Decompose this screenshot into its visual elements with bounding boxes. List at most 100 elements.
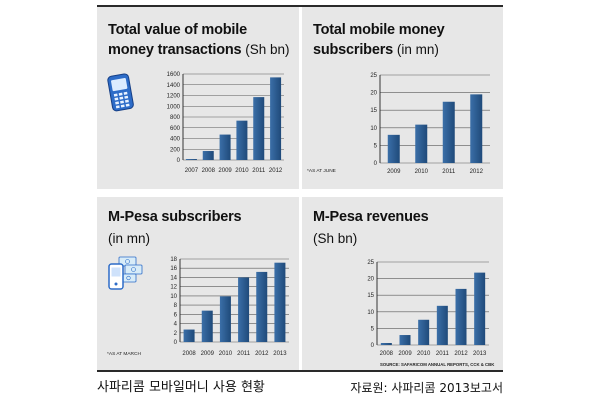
x-tick-label: 2013 [273, 351, 287, 357]
top-rule [97, 5, 503, 7]
y-tick-label: 10 [367, 310, 374, 316]
x-tick-label: 2012 [269, 168, 283, 174]
x-tick-label: 2010 [219, 351, 233, 357]
plot-3: 0 5 10 15 20 25 2008 2009 2010 2011 2012 2013 [367, 260, 489, 357]
bar-2011 [238, 277, 250, 342]
y-tick-label: 18 [170, 257, 177, 263]
y-tick-label: 1600 [167, 72, 181, 78]
y-tick-label: 600 [170, 126, 181, 132]
y-tick-label: 5 [374, 143, 378, 149]
y-tick-label: 25 [370, 73, 377, 79]
title-unit: (Sh bn) [245, 42, 290, 57]
title-text: subscribers [313, 42, 394, 58]
x-tick-label: 2009 [218, 168, 232, 174]
plot-2: 0 2 4 6 8 10 12 14 16 18 2008 2009 2010 2011 2012 2013 [170, 257, 289, 357]
y-tick-label: 20 [367, 277, 374, 283]
x-tick-label: 2007 [185, 168, 199, 174]
x-tick-label: 2009 [387, 169, 401, 175]
x-tick-label: 2012 [470, 169, 484, 175]
footnote-as-at-march: *AS AT MARCH [107, 351, 141, 357]
bottom-rule [97, 370, 503, 372]
bar-2008 [183, 329, 195, 342]
bar-2009 [201, 310, 213, 342]
y-tick-label: 0 [177, 158, 181, 164]
y-tick-label: 2 [174, 331, 178, 337]
x-tick-label: 2011 [436, 351, 450, 357]
y-tick-label: 20 [370, 91, 377, 97]
panel-mobile-subscribers [302, 7, 503, 189]
x-tick-label: 2011 [442, 169, 456, 175]
x-tick-label: 2010 [235, 168, 249, 174]
title-text: Total mobile money [313, 22, 445, 38]
footnote-as-at-june: *AS AT JUNE [307, 168, 336, 174]
y-tick-label: 12 [170, 285, 177, 291]
title-line: subscribers (in mn) [313, 40, 444, 60]
chart-title-mpesa-revenues: M-Pesa revenues (Sh bn) [313, 207, 429, 250]
y-tick-label: 15 [370, 108, 377, 114]
x-tick-label: 2011 [252, 168, 266, 174]
chart-title-mobile-subscribers: Total mobile money subscribers (in mn) [313, 20, 445, 60]
title-text: M-Pesa subscribers [108, 209, 242, 225]
title-unit: (in mn) [396, 42, 439, 57]
bar-2008 [202, 151, 214, 160]
phone-money-icon [108, 256, 143, 290]
y-tick-label: 14 [170, 275, 177, 281]
x-tick-label: 2008 [380, 351, 394, 357]
bar-2010 [415, 124, 428, 163]
title-text: Total value of mobile [108, 22, 247, 38]
bar-2011 [253, 97, 265, 160]
title-line: (in mn) [108, 228, 241, 250]
title-line: M-Pesa revenues [313, 207, 429, 228]
mobile-phone-icon [107, 73, 134, 112]
y-tick-label: 200 [170, 147, 181, 153]
bar-2009 [219, 134, 231, 160]
x-tick-label: 2009 [398, 351, 412, 357]
bar-2012 [270, 77, 282, 160]
bar-2007 [185, 159, 197, 160]
plot-1: 0 5 10 15 20 25 2009 2010 2011 2012 [370, 73, 490, 175]
bar-2012 [470, 94, 483, 163]
x-tick-label: 2011 [237, 351, 251, 357]
y-tick-label: 8 [174, 303, 178, 309]
chart-title-mpesa-subscribers: M-Pesa subscribers (in mn) [108, 207, 242, 250]
title-text: M-Pesa revenues [313, 209, 429, 225]
y-tick-label: 25 [367, 260, 374, 266]
y-tick-label: 800 [170, 115, 181, 121]
x-tick-label: 2010 [417, 351, 431, 357]
source-note: SOURCE: SAFARICOM ANNUAL REPORTS, CCK & … [380, 362, 495, 367]
y-tick-label: 4 [174, 322, 178, 328]
y-tick-label: 0 [374, 161, 378, 167]
title-line: (Sh bn) [313, 228, 428, 250]
y-tick-label: 6 [174, 312, 178, 318]
title-line: Total mobile money [313, 20, 445, 40]
x-tick-label: 2009 [201, 351, 215, 357]
bar-2012 [256, 271, 268, 342]
title-line: Total value of mobile [108, 20, 290, 40]
caption-title: 사파리콤 모바일머니 사용 현황 [97, 380, 265, 395]
y-tick-label: 0 [174, 340, 178, 346]
bar-2011 [436, 305, 448, 345]
chart-title-transactions: Total value of mobile money transactions… [108, 20, 290, 60]
y-tick-label: 10 [170, 294, 177, 300]
bar-2010 [219, 296, 231, 342]
bar-2013 [474, 272, 486, 345]
bar-2010 [236, 120, 248, 160]
plot-0: 0 200 400 600 800 1000 1200 1400 1600 2007 2008 200… [167, 72, 284, 174]
y-tick-label: 0 [371, 343, 375, 349]
y-tick-label: 15 [367, 293, 374, 299]
x-tick-label: 2008 [202, 168, 216, 174]
y-tick-label: 1400 [167, 83, 181, 89]
y-tick-label: 1000 [167, 104, 181, 110]
x-tick-label: 2008 [182, 351, 196, 357]
caption-source: 자료원: 사파리콤 2013보고서 [350, 381, 503, 395]
x-tick-label: 2010 [415, 169, 429, 175]
title-unit: (Sh bn) [313, 231, 358, 246]
bar-2013 [274, 262, 286, 342]
y-tick-label: 400 [170, 137, 181, 143]
title-unit: (in mn) [108, 231, 151, 246]
title-text: money transactions [108, 42, 242, 58]
title-line: money transactions (Sh bn) [108, 40, 290, 60]
bar-2008 [380, 343, 392, 345]
bar-2011 [442, 101, 455, 163]
